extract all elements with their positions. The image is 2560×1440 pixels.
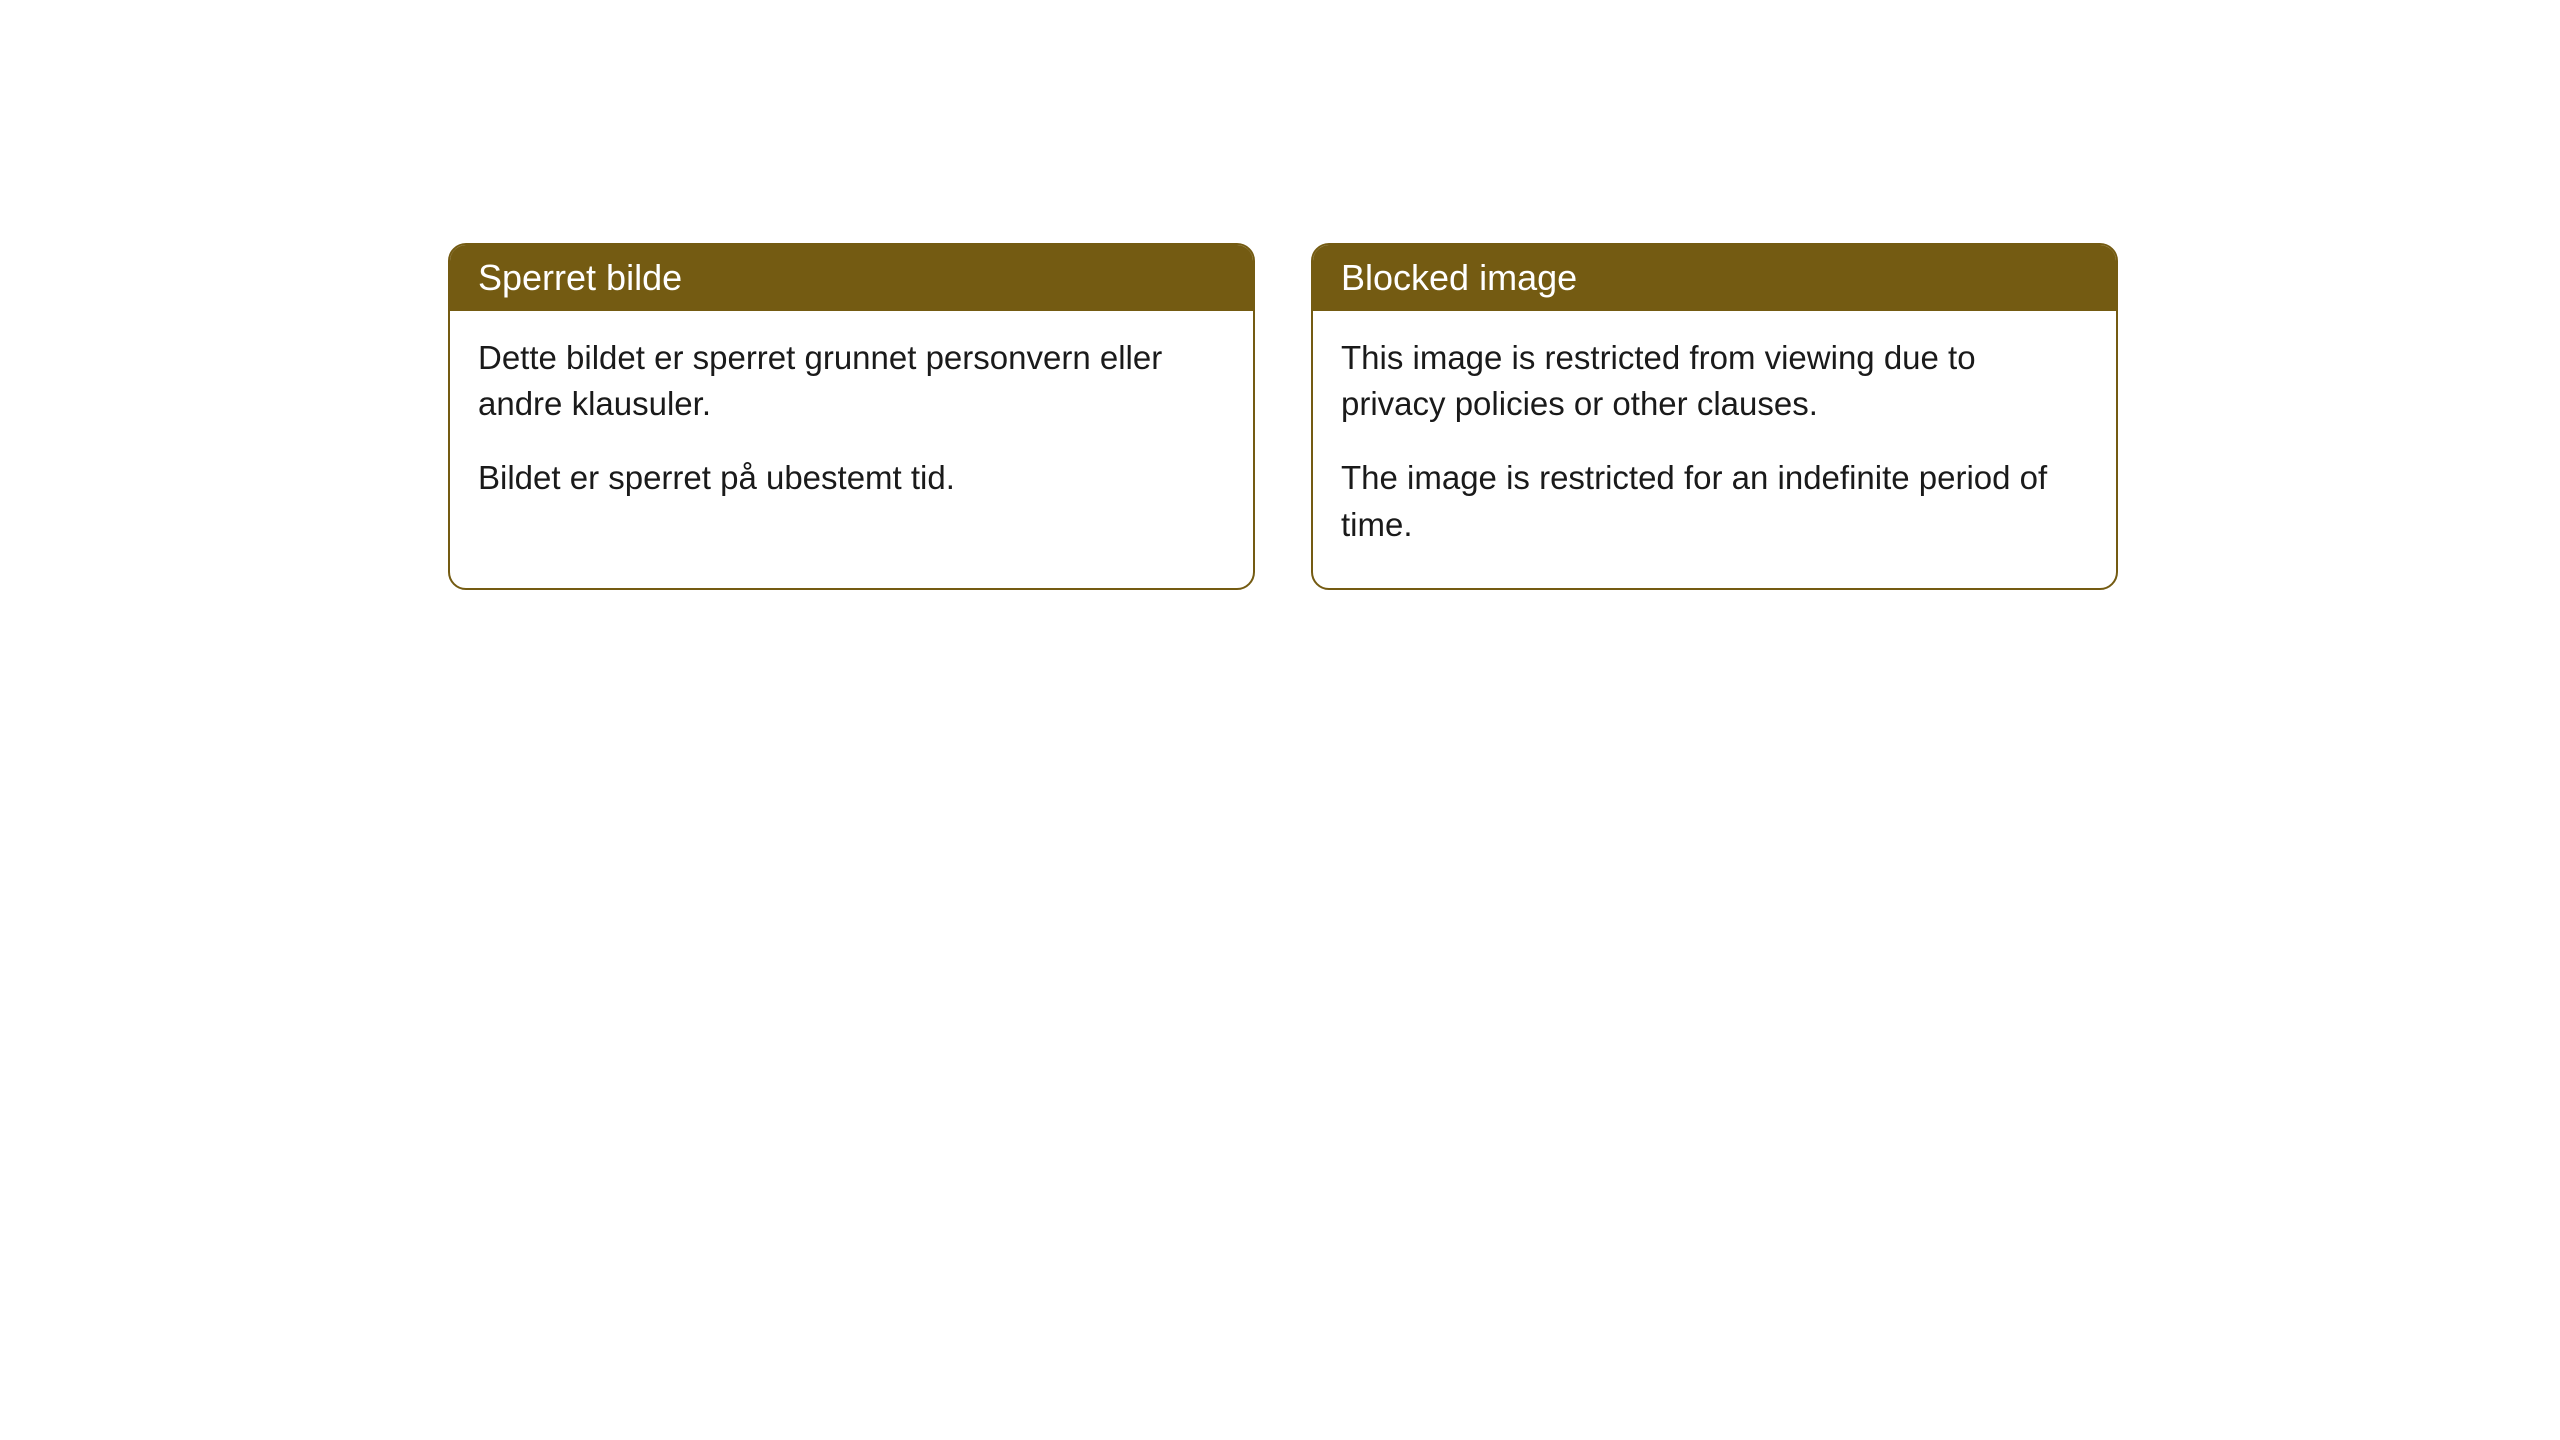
card-title: Blocked image <box>1341 257 1577 298</box>
card-paragraph: Bildet er sperret på ubestemt tid. <box>478 455 1225 501</box>
card-title: Sperret bilde <box>478 257 682 298</box>
notice-card-english: Blocked image This image is restricted f… <box>1311 243 2118 590</box>
card-paragraph: Dette bildet er sperret grunnet personve… <box>478 335 1225 427</box>
notice-cards-container: Sperret bilde Dette bildet er sperret gr… <box>448 243 2118 590</box>
notice-card-norwegian: Sperret bilde Dette bildet er sperret gr… <box>448 243 1255 590</box>
card-body: This image is restricted from viewing du… <box>1313 311 2116 588</box>
card-body: Dette bildet er sperret grunnet personve… <box>450 311 1253 542</box>
card-header: Sperret bilde <box>450 245 1253 311</box>
card-paragraph: This image is restricted from viewing du… <box>1341 335 2088 427</box>
card-header: Blocked image <box>1313 245 2116 311</box>
card-paragraph: The image is restricted for an indefinit… <box>1341 455 2088 547</box>
